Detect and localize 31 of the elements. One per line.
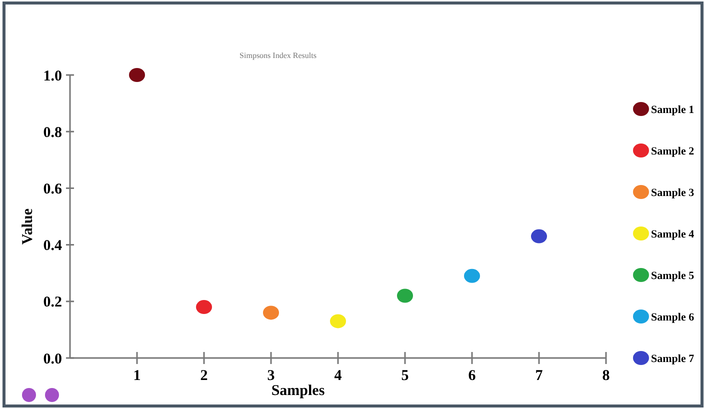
x-tick-label: 1 — [133, 368, 141, 384]
y-tick-label: 0.2 — [43, 294, 62, 311]
x-tick-label: 2 — [200, 368, 208, 384]
point — [531, 229, 547, 244]
legend-label: Sample 2 — [651, 145, 695, 158]
legend-label: Sample 3 — [651, 186, 695, 199]
y-tick-label: 0.4 — [43, 238, 62, 254]
x-tick-label: 3 — [267, 368, 275, 384]
x-tick-label: 6 — [468, 368, 476, 384]
y-tick-label: 0.6 — [43, 181, 62, 198]
point — [129, 68, 145, 82]
legend-label: Sample 1 — [651, 104, 694, 116]
x-axis-title: Samples — [271, 383, 325, 399]
legend-label: Sample 4 — [651, 228, 695, 240]
point — [196, 300, 212, 314]
x-tick-label: 8 — [602, 368, 610, 384]
x-tick-label: 7 — [535, 368, 544, 384]
point — [397, 288, 413, 303]
point — [464, 268, 480, 283]
legend-label: Sample 7 — [651, 352, 695, 365]
legend-label: Sample 6 — [651, 311, 695, 324]
point — [330, 314, 346, 328]
y-tick-label: 0.0 — [43, 351, 62, 368]
point — [263, 306, 279, 320]
chart-title: Simpsons Index Results — [240, 51, 316, 60]
y-tick-label: 1.0 — [43, 68, 62, 84]
y-tick-label: 0.8 — [43, 124, 62, 141]
x-tick-label: 5 — [401, 368, 409, 384]
legend-label: Sample 5 — [651, 270, 695, 282]
x-tick-label: 4 — [334, 368, 342, 384]
y-axis-title: Value — [20, 208, 36, 245]
